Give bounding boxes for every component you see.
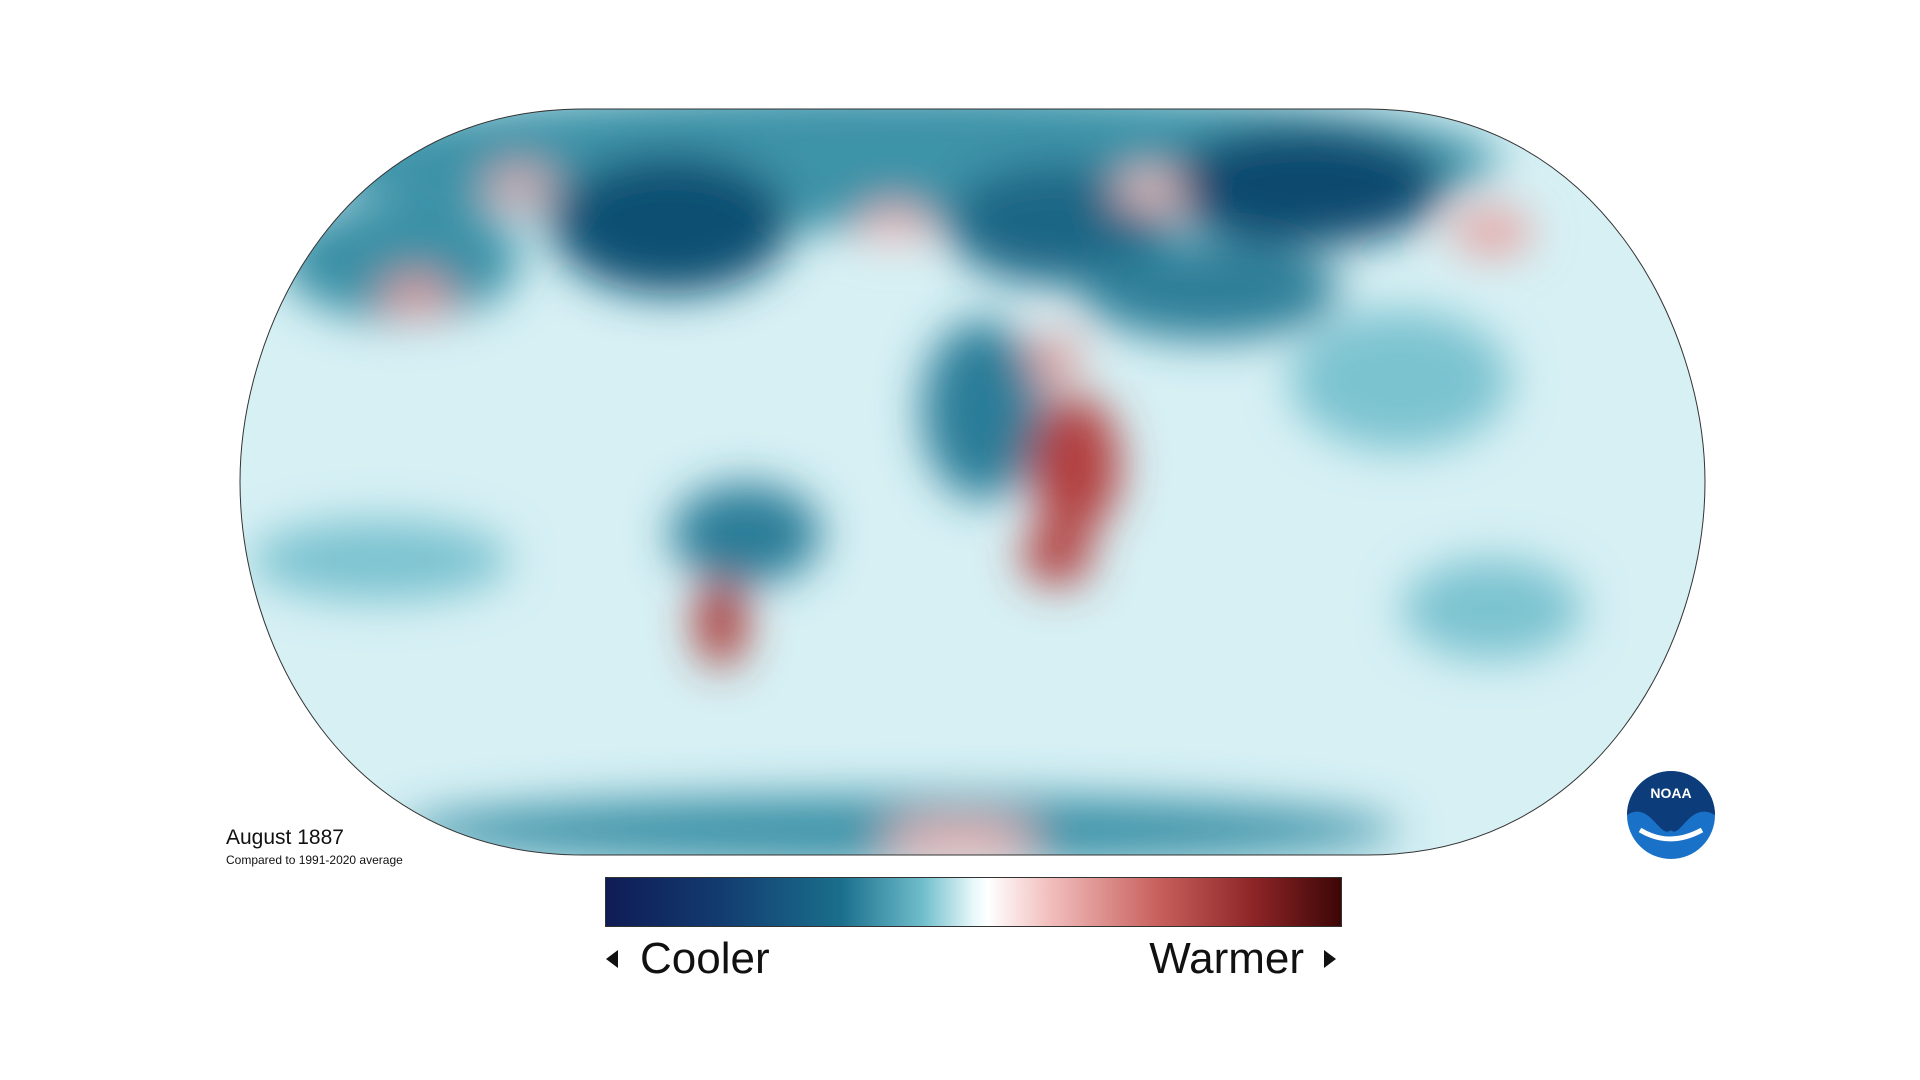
legend-low: Cooler xyxy=(640,934,770,983)
anomaly-field xyxy=(240,109,1705,855)
noaa-logo: NOAA xyxy=(1627,771,1715,859)
map-outline xyxy=(239,108,1706,856)
color-scale xyxy=(605,877,1342,927)
anomaly-blobs xyxy=(250,109,1582,855)
map-title: August 1887 xyxy=(226,826,344,849)
arrow-left xyxy=(606,950,618,968)
legend-high: Warmer xyxy=(1149,934,1304,983)
logo-text: NOAA xyxy=(1650,785,1691,801)
map-subtitle: Compared to 1991-2020 average xyxy=(226,853,403,867)
arrow-right xyxy=(1324,950,1336,968)
